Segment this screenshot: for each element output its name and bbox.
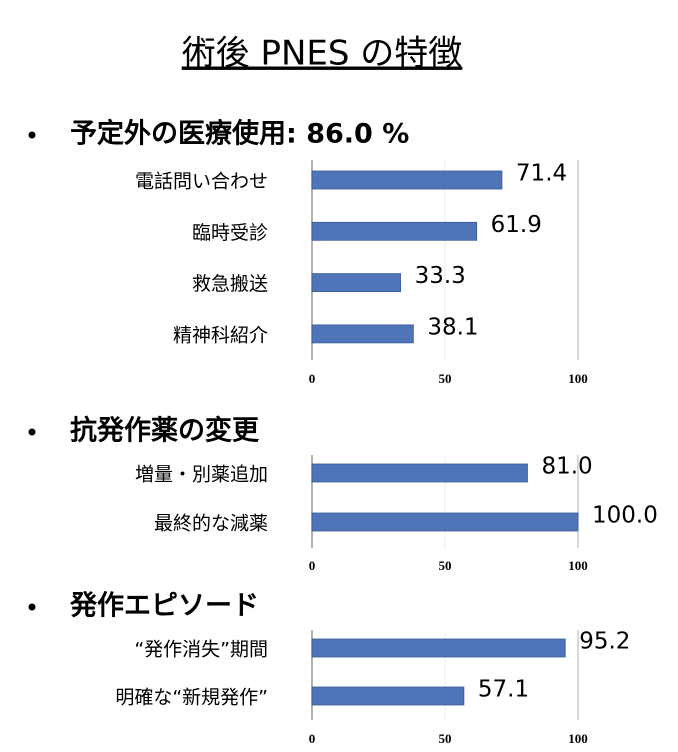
x-tick-label: 0 [309, 731, 316, 746]
category-label: 増量・別薬追加 [135, 464, 268, 486]
slide-title: 術後 PNES の特徴 [182, 34, 463, 74]
bar [311, 638, 566, 658]
value-label: 57.1 [478, 677, 529, 703]
section-title: 発作エピソード [69, 591, 259, 622]
value-label: 95.2 [579, 629, 630, 655]
x-tick-label: 50 [439, 731, 452, 746]
category-label: 救急搬送 [192, 273, 268, 295]
x-tick-label: 50 [439, 371, 452, 386]
x-tick-label: 0 [309, 371, 316, 386]
value-label: 71.4 [516, 161, 567, 187]
value-label: 38.1 [427, 314, 478, 340]
category-label: 電話問い合わせ [135, 171, 268, 193]
value-label: 61.9 [491, 212, 542, 238]
bar [311, 170, 503, 190]
section-title: 抗発作薬の変更 [70, 415, 260, 447]
bar [311, 463, 528, 483]
category-label: 明確な“新規発作” [115, 687, 268, 709]
x-tick-label: 100 [568, 371, 588, 386]
section-title: 予定外の医療使用: 86.0 % [70, 118, 409, 150]
bullet [28, 131, 36, 139]
value-label: 81.0 [541, 454, 592, 480]
bar [311, 686, 465, 706]
x-tick-label: 0 [309, 558, 316, 573]
bar [311, 273, 401, 293]
x-tick-label: 100 [568, 731, 588, 746]
value-label: 100.0 [592, 503, 658, 529]
category-label: 臨時受診 [192, 222, 268, 244]
category-label: 精神科紹介 [173, 324, 268, 346]
bullet [28, 603, 36, 611]
bar [311, 512, 579, 532]
category-label: 最終的な減薬 [154, 513, 268, 535]
bullet [28, 428, 36, 436]
value-label: 33.3 [415, 263, 466, 289]
bar [311, 324, 414, 344]
x-tick-label: 100 [568, 558, 588, 573]
x-tick-label: 50 [439, 558, 452, 573]
category-label: “発作消失”期間 [134, 639, 268, 661]
bar [311, 221, 478, 241]
